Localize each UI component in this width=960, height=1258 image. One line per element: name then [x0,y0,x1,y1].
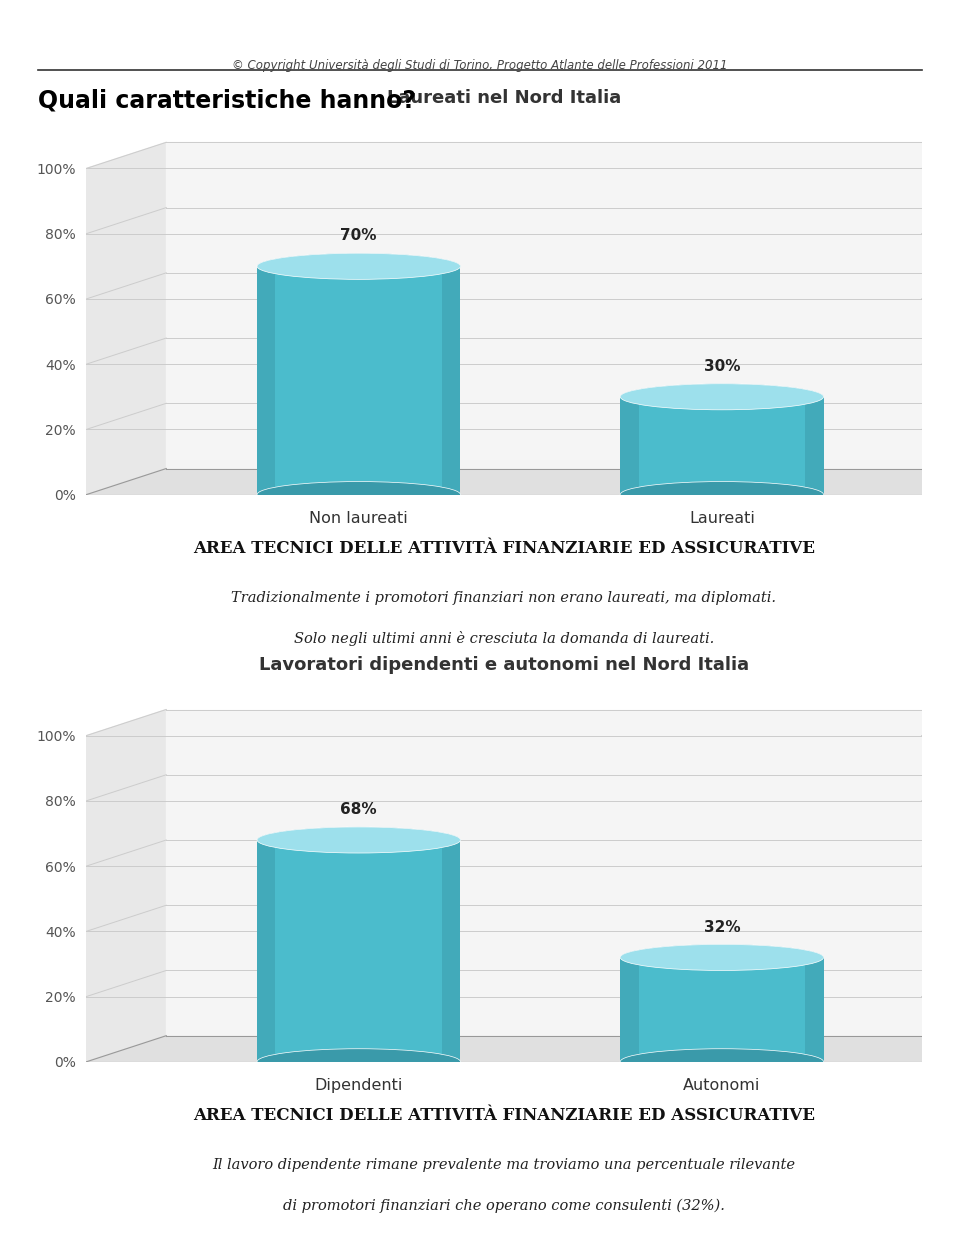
Text: AREA TECNICI DELLE ATTIVITÀ FINANZIARIE ED ASSICURATIVE: AREA TECNICI DELLE ATTIVITÀ FINANZIARIE … [193,540,815,557]
Bar [805,396,824,494]
Ellipse shape [620,945,824,970]
Text: 68%: 68% [341,803,377,818]
Ellipse shape [620,945,824,970]
Ellipse shape [257,253,461,279]
Polygon shape [86,142,166,494]
Title: Lavoratori dipendenti e autonomi nel Nord Italia: Lavoratori dipendenti e autonomi nel Nor… [259,655,749,674]
Polygon shape [166,142,960,468]
Text: Quali caratteristiche hanno?: Quali caratteristiche hanno? [38,88,417,112]
Ellipse shape [620,482,824,508]
Ellipse shape [257,482,461,508]
Bar [257,267,276,494]
Polygon shape [86,1035,960,1062]
Bar [620,396,824,494]
Bar [443,267,461,494]
Text: Il lavoro dipendente rimane prevalente ma troviamo una percentuale rilevante: Il lavoro dipendente rimane prevalente m… [212,1159,796,1172]
Text: di promotori finanziari che operano come consulenti (32%).: di promotori finanziari che operano come… [283,1199,725,1213]
Polygon shape [86,710,166,1062]
Bar [620,957,824,1062]
Text: © Copyright Università degli Studi di Torino, Progetto Atlante delle Professioni: © Copyright Università degli Studi di To… [232,59,728,72]
Bar [257,840,461,1062]
Ellipse shape [620,1049,824,1074]
Text: 32%: 32% [704,920,740,935]
Polygon shape [86,468,960,494]
Ellipse shape [620,384,824,410]
Bar [620,396,638,494]
Text: 30%: 30% [704,359,740,374]
Bar [257,840,276,1062]
Bar [805,957,824,1062]
Title: Laureati nel Nord Italia: Laureati nel Nord Italia [387,89,621,107]
Ellipse shape [257,1049,461,1074]
Bar [257,267,461,494]
Polygon shape [166,710,960,1035]
Text: Tradizionalmente i promotori finanziari non erano laureati, ma diplomati.: Tradizionalmente i promotori finanziari … [231,591,777,605]
Bar [443,840,461,1062]
Text: Solo negli ultimi anni è cresciuta la domanda di laureati.: Solo negli ultimi anni è cresciuta la do… [294,632,714,647]
Ellipse shape [257,827,461,853]
Text: AREA TECNICI DELLE ATTIVITÀ FINANZIARIE ED ASSICURATIVE: AREA TECNICI DELLE ATTIVITÀ FINANZIARIE … [193,1107,815,1125]
Bar [620,957,638,1062]
Text: 70%: 70% [341,229,377,244]
Ellipse shape [620,384,824,410]
Ellipse shape [257,253,461,279]
Ellipse shape [257,827,461,853]
